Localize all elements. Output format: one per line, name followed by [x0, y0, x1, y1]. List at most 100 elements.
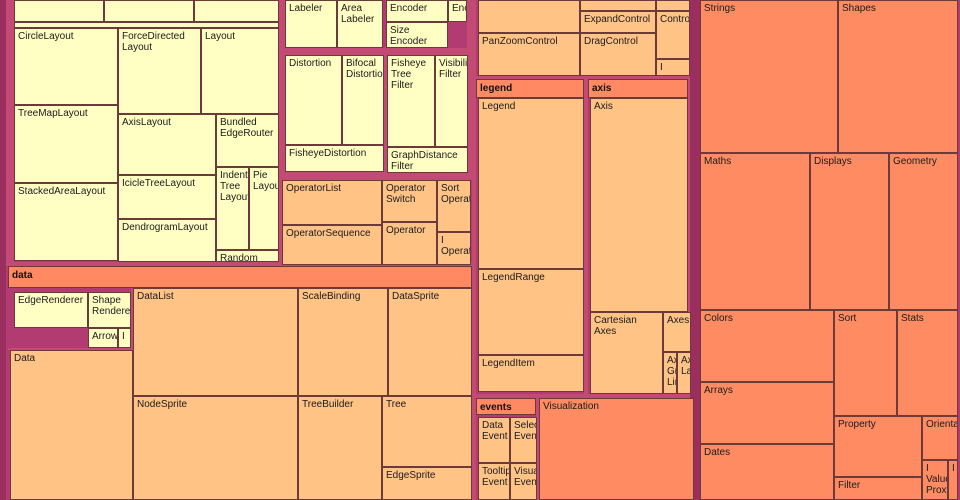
treemap-cell[interactable] — [656, 0, 690, 11]
treemap-node[interactable]: Legend — [478, 98, 584, 269]
treemap-node[interactable]: DragControl — [580, 33, 656, 76]
node-label: Filter — [838, 480, 861, 491]
treemap-node[interactable]: Tooltip Event — [478, 463, 510, 500]
treemap-node[interactable]: Encoder — [386, 0, 448, 22]
treemap-node[interactable]: FisheyeDistortion — [285, 145, 384, 172]
treemap-node[interactable]: EdgeSprite — [382, 467, 472, 500]
treemap-node[interactable]: Layout — [201, 28, 279, 114]
treemap-node[interactable]: Shape Renderer — [88, 292, 131, 328]
treemap-cell[interactable] — [478, 0, 580, 33]
treemap-node[interactable]: Colors — [700, 310, 834, 382]
treemap-node[interactable]: Random — [216, 250, 279, 262]
treemap-node[interactable]: StackedAreaLayout — [14, 183, 118, 261]
treemap-node[interactable]: Maths — [700, 153, 810, 310]
treemap-node[interactable]: Property — [834, 416, 922, 477]
cluster-divider — [476, 394, 690, 398]
treemap-node[interactable]: DataSprite — [388, 288, 472, 396]
node-label: I — [122, 331, 125, 342]
treemap-node[interactable]: PanZoomControl — [478, 33, 580, 76]
treemap-cell[interactable] — [194, 0, 279, 22]
treemap-node[interactable]: I — [948, 460, 958, 500]
node-label: Enco — [452, 3, 466, 14]
treemap-node[interactable]: EdgeRenderer — [14, 292, 88, 328]
treemap-node[interactable]: TreeBuilder — [298, 396, 382, 500]
treemap-node[interactable]: OperatorSequence — [282, 225, 382, 265]
node-label: NodeSprite — [137, 399, 188, 410]
node-label: Control — [660, 14, 690, 25]
treemap-node[interactable]: Axis Grid Line — [663, 352, 677, 394]
treemap-node[interactable]: Geometry — [889, 153, 958, 310]
treemap-node[interactable]: Operator — [382, 222, 437, 265]
treemap-node[interactable]: Indented Tree Layout — [216, 167, 249, 250]
treemap-cell[interactable] — [14, 22, 279, 28]
treemap-node[interactable]: IcicleTreeLayout — [118, 175, 216, 219]
treemap-node[interactable]: Tree — [382, 396, 472, 467]
treemap-node[interactable]: Displays — [810, 153, 889, 310]
treemap-node[interactable]: Bundled EdgeRouter — [216, 114, 279, 167]
treemap-cell[interactable] — [104, 0, 194, 22]
treemap-node[interactable]: Data Event — [478, 417, 510, 463]
node-label: Indented Tree Layout — [220, 170, 249, 203]
treemap-cell[interactable] — [14, 0, 104, 22]
node-label: EdgeSprite — [386, 470, 436, 481]
treemap-node[interactable]: Axis — [590, 98, 688, 312]
treemap-node[interactable]: Control — [656, 11, 690, 59]
treemap-node[interactable]: Axes — [663, 312, 691, 352]
treemap-node[interactable]: Operator Switch — [382, 180, 437, 222]
treemap-node[interactable]: Pie Layout — [249, 167, 279, 250]
treemap-node[interactable]: Cartesian Axes — [590, 312, 663, 394]
cluster-divider — [467, 0, 472, 180]
node-label: Visualization — [543, 401, 599, 412]
treemap-node[interactable]: Bifocal Distortion — [342, 55, 384, 145]
node-label: Sort — [838, 313, 857, 324]
treemap-node[interactable]: Axis Label — [677, 352, 691, 394]
treemap-node[interactable]: Size Encoder — [386, 22, 448, 48]
treemap-node[interactable]: Sort Operator — [437, 180, 471, 232]
treemap-node[interactable]: Sort — [834, 310, 897, 416]
treemap-node[interactable]: Visibility Filter — [435, 55, 468, 147]
treemap-node[interactable]: Strings — [700, 0, 838, 153]
treemap-node[interactable]: Shapes — [838, 0, 958, 153]
treemap-node[interactable]: DataList — [133, 288, 298, 396]
node-label: Layout — [205, 31, 236, 42]
treemap-node[interactable]: I Value Proxy — [922, 460, 948, 500]
node-label: Orientation — [926, 419, 957, 430]
treemap-node[interactable]: I — [656, 59, 690, 76]
treemap-node[interactable]: Filter — [834, 477, 922, 500]
treemap-node[interactable]: OperatorList — [282, 180, 382, 225]
treemap-node[interactable]: ScaleBinding — [298, 288, 388, 396]
treemap-node[interactable]: Visual Event — [510, 463, 537, 500]
treemap-cell[interactable] — [580, 0, 656, 11]
treemap-node[interactable]: ForceDirected Layout — [118, 28, 201, 114]
treemap-node[interactable]: Enco — [448, 0, 467, 22]
treemap-node[interactable]: LegendItem — [478, 355, 584, 392]
treemap-node[interactable]: I — [118, 328, 131, 348]
treemap-node[interactable]: Visualization — [539, 398, 694, 500]
node-label: DataSprite — [392, 291, 440, 302]
treemap-node[interactable]: I Operator — [437, 232, 471, 265]
treemap-node[interactable]: Fisheye Tree Filter — [387, 55, 435, 147]
treemap-node[interactable]: ExpandControl — [580, 11, 656, 33]
treemap-node[interactable]: NodeSprite — [133, 396, 298, 500]
treemap-node[interactable]: Arrow — [88, 328, 118, 348]
treemap-node[interactable]: Data — [10, 350, 133, 500]
treemap-node[interactable]: GraphDistance Filter — [387, 147, 468, 173]
events-group-header[interactable]: events — [476, 398, 536, 415]
treemap-node[interactable]: Area Labeler — [337, 0, 383, 48]
data-group-header[interactable]: data — [8, 266, 472, 288]
treemap-node[interactable]: Select Event — [510, 417, 537, 463]
treemap-node[interactable]: Orientation — [922, 416, 958, 460]
treemap-node[interactable]: AxisLayout — [118, 114, 216, 175]
treemap-node[interactable]: DendrogramLayout — [118, 219, 216, 262]
treemap-node[interactable]: Labeler — [285, 0, 337, 48]
treemap-node[interactable]: TreeMapLayout — [14, 105, 118, 183]
treemap-node[interactable]: Arrays — [700, 382, 834, 444]
treemap-node[interactable]: Stats — [897, 310, 958, 416]
treemap-node[interactable]: LegendRange — [478, 269, 584, 355]
legend-group-header[interactable]: legend — [476, 79, 584, 98]
treemap-node[interactable]: Distortion — [285, 55, 342, 145]
treemap-node[interactable]: CircleLayout — [14, 28, 118, 105]
treemap-node[interactable]: Dates — [700, 444, 834, 500]
axis-group-header[interactable]: axis — [588, 79, 688, 98]
